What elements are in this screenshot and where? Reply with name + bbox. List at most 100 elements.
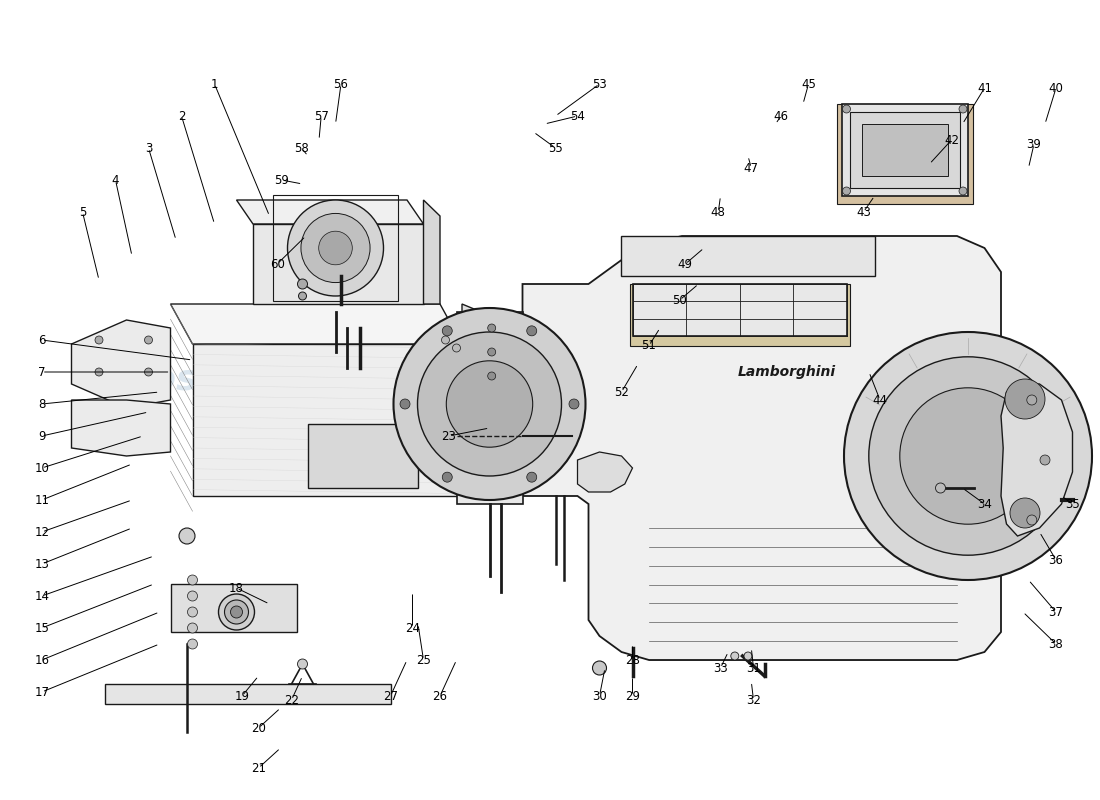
Text: 60: 60 (270, 258, 285, 270)
Polygon shape (1001, 384, 1072, 536)
Polygon shape (170, 584, 297, 632)
Circle shape (959, 187, 967, 195)
Text: 7: 7 (39, 366, 45, 378)
Circle shape (297, 659, 308, 669)
Text: 36: 36 (1048, 554, 1064, 566)
Circle shape (487, 324, 496, 332)
Circle shape (1005, 379, 1045, 419)
Text: 59: 59 (274, 174, 289, 186)
Polygon shape (253, 224, 424, 304)
Text: 34: 34 (977, 498, 992, 510)
Text: 27: 27 (383, 690, 398, 702)
Circle shape (418, 332, 561, 476)
Circle shape (744, 652, 752, 660)
Polygon shape (621, 236, 874, 276)
Circle shape (187, 575, 198, 585)
Text: 42: 42 (944, 134, 959, 146)
Circle shape (224, 600, 249, 624)
Text: 28: 28 (625, 654, 640, 666)
Circle shape (442, 472, 452, 482)
Circle shape (843, 105, 850, 113)
Circle shape (730, 652, 739, 660)
Text: 40: 40 (1048, 82, 1064, 94)
Text: 15: 15 (34, 622, 50, 634)
Text: 17: 17 (34, 686, 50, 698)
Text: 1: 1 (211, 78, 218, 90)
Text: 2: 2 (178, 110, 185, 122)
Circle shape (219, 594, 254, 630)
Circle shape (487, 348, 496, 356)
Text: 45: 45 (801, 78, 816, 90)
Circle shape (447, 361, 532, 447)
Circle shape (844, 332, 1092, 580)
Text: 37: 37 (1048, 606, 1064, 618)
Bar (104, 684, 390, 704)
Polygon shape (424, 200, 440, 304)
Text: 13: 13 (34, 558, 50, 570)
Text: 16: 16 (34, 654, 50, 666)
Text: 51: 51 (641, 339, 657, 352)
Text: 56: 56 (333, 78, 349, 90)
Polygon shape (522, 236, 1001, 660)
Text: 38: 38 (1048, 638, 1064, 650)
Polygon shape (236, 200, 424, 224)
Circle shape (231, 606, 242, 618)
Circle shape (297, 279, 308, 289)
Circle shape (298, 292, 307, 300)
Bar (629, 284, 850, 346)
Bar (308, 424, 418, 488)
Circle shape (1010, 498, 1040, 528)
Text: 10: 10 (34, 462, 50, 474)
Text: 47: 47 (744, 162, 759, 174)
Text: 11: 11 (34, 494, 50, 506)
Circle shape (301, 214, 370, 282)
Circle shape (487, 372, 496, 380)
Bar (861, 124, 948, 176)
Circle shape (144, 368, 153, 376)
Circle shape (187, 607, 198, 617)
Circle shape (1026, 395, 1037, 405)
Text: 31: 31 (746, 662, 761, 674)
Text: 44: 44 (872, 394, 888, 406)
Circle shape (900, 388, 1036, 524)
Text: 58: 58 (294, 142, 309, 154)
Text: 21: 21 (251, 762, 266, 774)
Text: eurospares: eurospares (458, 319, 686, 353)
Text: 25: 25 (416, 654, 431, 666)
Text: 49: 49 (678, 258, 693, 270)
Text: eurospares: eurospares (84, 363, 312, 397)
Circle shape (442, 326, 452, 336)
Bar (836, 104, 974, 204)
Circle shape (179, 528, 195, 544)
Polygon shape (170, 304, 462, 344)
Text: 6: 6 (39, 334, 45, 346)
Text: 53: 53 (592, 78, 607, 90)
Circle shape (187, 639, 198, 649)
Text: 22: 22 (284, 694, 299, 706)
Circle shape (569, 399, 579, 409)
Bar (632, 284, 847, 336)
Circle shape (441, 336, 450, 344)
Circle shape (187, 623, 198, 633)
Text: 26: 26 (432, 690, 448, 702)
Text: 19: 19 (234, 690, 250, 702)
Text: 54: 54 (570, 110, 585, 122)
Circle shape (935, 483, 946, 493)
Bar (842, 104, 968, 196)
Text: 30: 30 (592, 690, 607, 702)
Text: 4: 4 (112, 174, 119, 186)
Text: eurospares: eurospares (766, 363, 994, 397)
Circle shape (593, 661, 606, 675)
Circle shape (959, 105, 967, 113)
Polygon shape (72, 400, 170, 456)
Text: 50: 50 (672, 294, 688, 306)
Circle shape (527, 326, 537, 336)
Text: 18: 18 (229, 582, 244, 594)
Text: 20: 20 (251, 722, 266, 734)
Text: 46: 46 (773, 110, 789, 122)
Bar (849, 112, 960, 188)
Text: 52: 52 (614, 386, 629, 398)
Text: 35: 35 (1065, 498, 1080, 510)
Polygon shape (578, 452, 632, 492)
Text: 29: 29 (625, 690, 640, 702)
